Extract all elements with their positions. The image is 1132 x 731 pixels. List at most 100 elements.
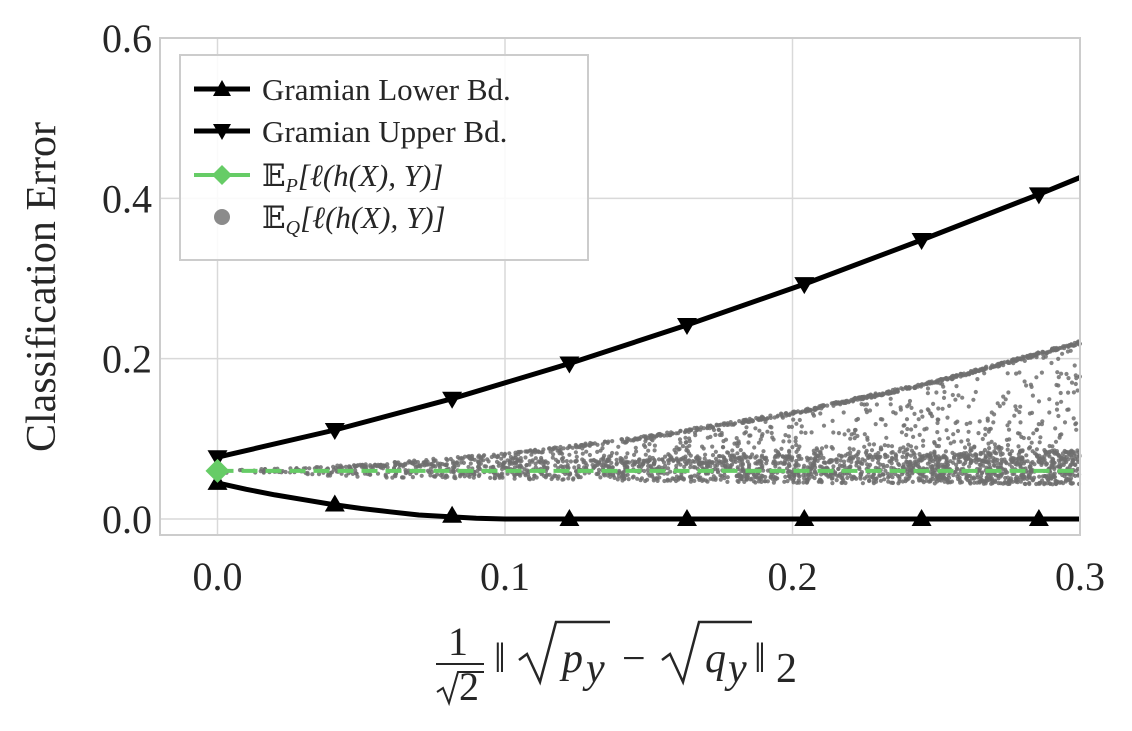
scatter-point [882, 477, 887, 482]
scatter-point [539, 472, 544, 477]
scatter-point [765, 468, 771, 473]
scatter-point [1064, 371, 1069, 377]
scatter-point [1072, 363, 1077, 368]
scatter-point [1018, 463, 1023, 468]
y-tick-label: 0.2 [102, 337, 152, 382]
scatter-point [578, 475, 583, 480]
scatter-point [826, 460, 832, 465]
legend-label-upper: Gramian Upper Bd. [262, 114, 507, 149]
scatter-point [983, 432, 988, 437]
scatter-point [849, 432, 854, 437]
scatter-point [737, 419, 742, 424]
scatter-point [716, 427, 721, 432]
scatter-point [572, 465, 577, 470]
scatter-point [763, 474, 768, 480]
scatter-point [987, 446, 992, 451]
scatter-point [794, 442, 799, 448]
scatter-point [1069, 380, 1075, 385]
scatter-point [1064, 476, 1069, 481]
scatter-point [1056, 346, 1061, 352]
scatter-point [1006, 390, 1011, 395]
scatter-point [553, 457, 559, 462]
scatter-point [760, 465, 765, 470]
scatter-point [742, 431, 747, 436]
scatter-point [861, 396, 866, 401]
scatter-point [759, 454, 764, 460]
scatter-point [1044, 462, 1049, 467]
series-markers [205, 187, 1049, 526]
scatter-point [983, 455, 989, 460]
scatter-point [903, 448, 909, 453]
scatter-point [622, 462, 627, 467]
scatter-point [1068, 348, 1073, 353]
scatter-point [452, 474, 457, 479]
scatter-point [616, 444, 621, 449]
scatter-point [553, 463, 558, 468]
scatter-point [965, 438, 971, 443]
scatter-point [1050, 346, 1055, 351]
scatter-point [911, 434, 916, 439]
scatter-point [468, 461, 473, 466]
scatter-point [697, 477, 702, 482]
scatter-point [713, 449, 719, 454]
scatter-point [888, 402, 893, 407]
scatter-point [524, 462, 529, 468]
scatter-point [705, 479, 710, 484]
scatter-point [839, 480, 844, 485]
scatter-point [987, 427, 992, 432]
scatter-point [636, 464, 641, 469]
scatter-point [633, 436, 639, 442]
scatter-point [477, 465, 482, 470]
scatter-point [911, 463, 916, 468]
scatter-point [621, 473, 626, 478]
scatter-point [531, 476, 536, 481]
scatter-point [898, 446, 903, 451]
scatter-point [985, 416, 990, 421]
scatter-point [1074, 427, 1079, 432]
scatter-point [1039, 370, 1044, 375]
scatter-point [865, 474, 870, 479]
scatter-point [500, 464, 505, 469]
scatter-point [413, 459, 418, 464]
scatter-point [551, 452, 556, 457]
scatter-point [1010, 479, 1015, 484]
scatter-point [1005, 371, 1010, 376]
scatter-point [468, 456, 473, 461]
scatter-point [567, 452, 572, 457]
lower-bound-marker [324, 494, 345, 512]
scatter-point [1009, 449, 1015, 454]
scatter-point [652, 448, 657, 453]
scatter-point [918, 476, 923, 481]
scatter-point [588, 458, 593, 463]
scatter-point [1007, 360, 1012, 365]
scatter-point [539, 457, 544, 462]
scatter-point [768, 413, 773, 418]
scatter-point [814, 406, 820, 411]
scatter-point [745, 459, 750, 464]
scatter-point [765, 479, 771, 484]
scatter-point [910, 479, 915, 484]
scatter-point [1030, 393, 1035, 398]
scatter-point [941, 384, 946, 389]
scatter-point [536, 449, 542, 455]
scatter-point [512, 476, 517, 481]
scatter-point [830, 481, 835, 486]
scatter-point [841, 410, 846, 415]
x-label-sqrt-q [661, 620, 752, 686]
scatter-point [932, 481, 937, 486]
scatter-point [626, 477, 631, 482]
scatter-point [1029, 384, 1034, 389]
scatter-point [812, 469, 817, 474]
scatter-point [1004, 470, 1010, 475]
scatter-point [744, 476, 750, 481]
scatter-point [893, 411, 898, 416]
scatter-point [1074, 468, 1079, 473]
scatter-point [735, 465, 740, 470]
scatter-point [1061, 481, 1066, 486]
scatter-point [867, 442, 872, 447]
scatter-point [1008, 452, 1013, 457]
scatter-point [884, 391, 889, 396]
scatter-point [749, 476, 754, 481]
scatter-point [527, 459, 532, 464]
scatter-point [947, 403, 952, 408]
